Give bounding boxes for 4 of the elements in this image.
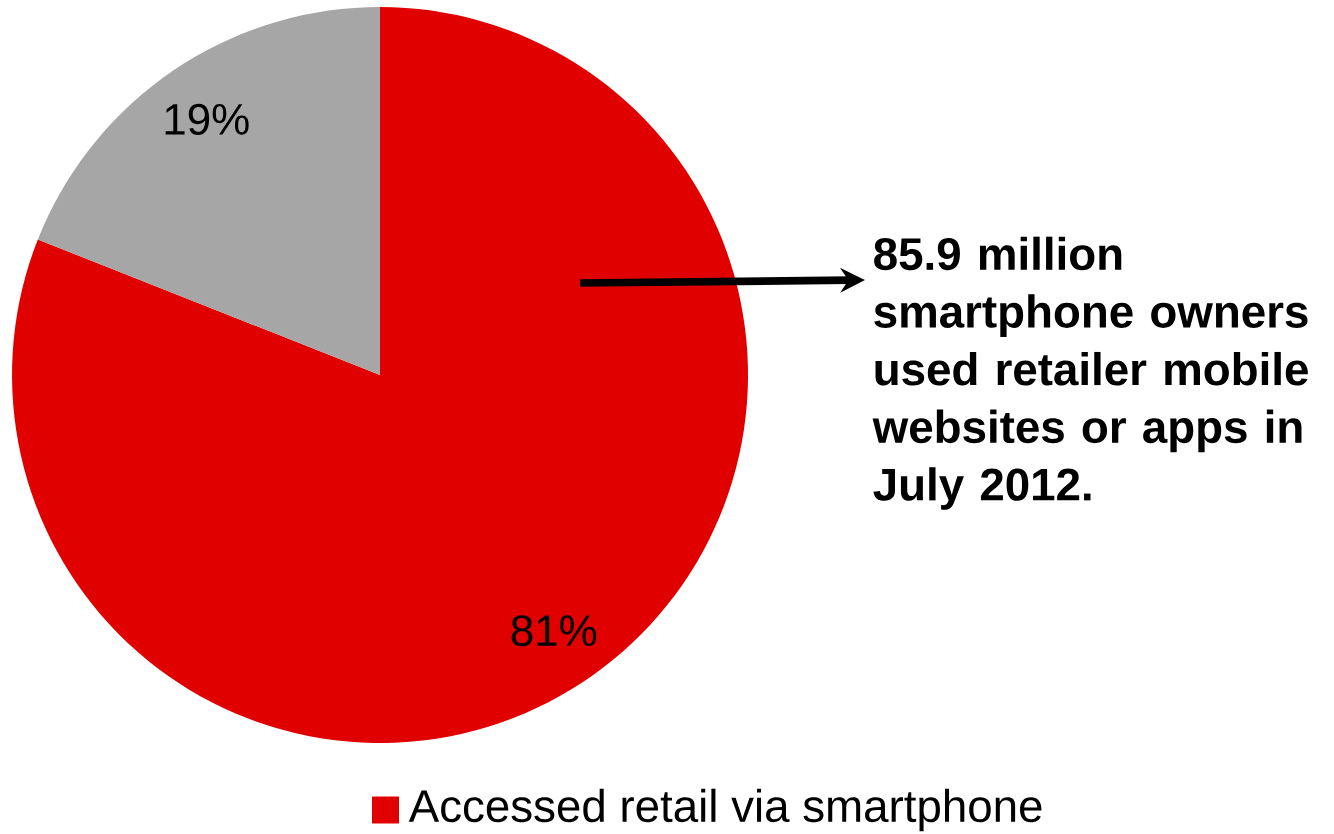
text: 85.9 million smartphone owners used retailer mobile websites or apps in July 2012. [872,236,1308,510]
data-label: 81% [511,615,597,647]
legend-label: Accessed retail via smartphone [408,788,1042,832]
data-label: 19% [165,103,249,135]
